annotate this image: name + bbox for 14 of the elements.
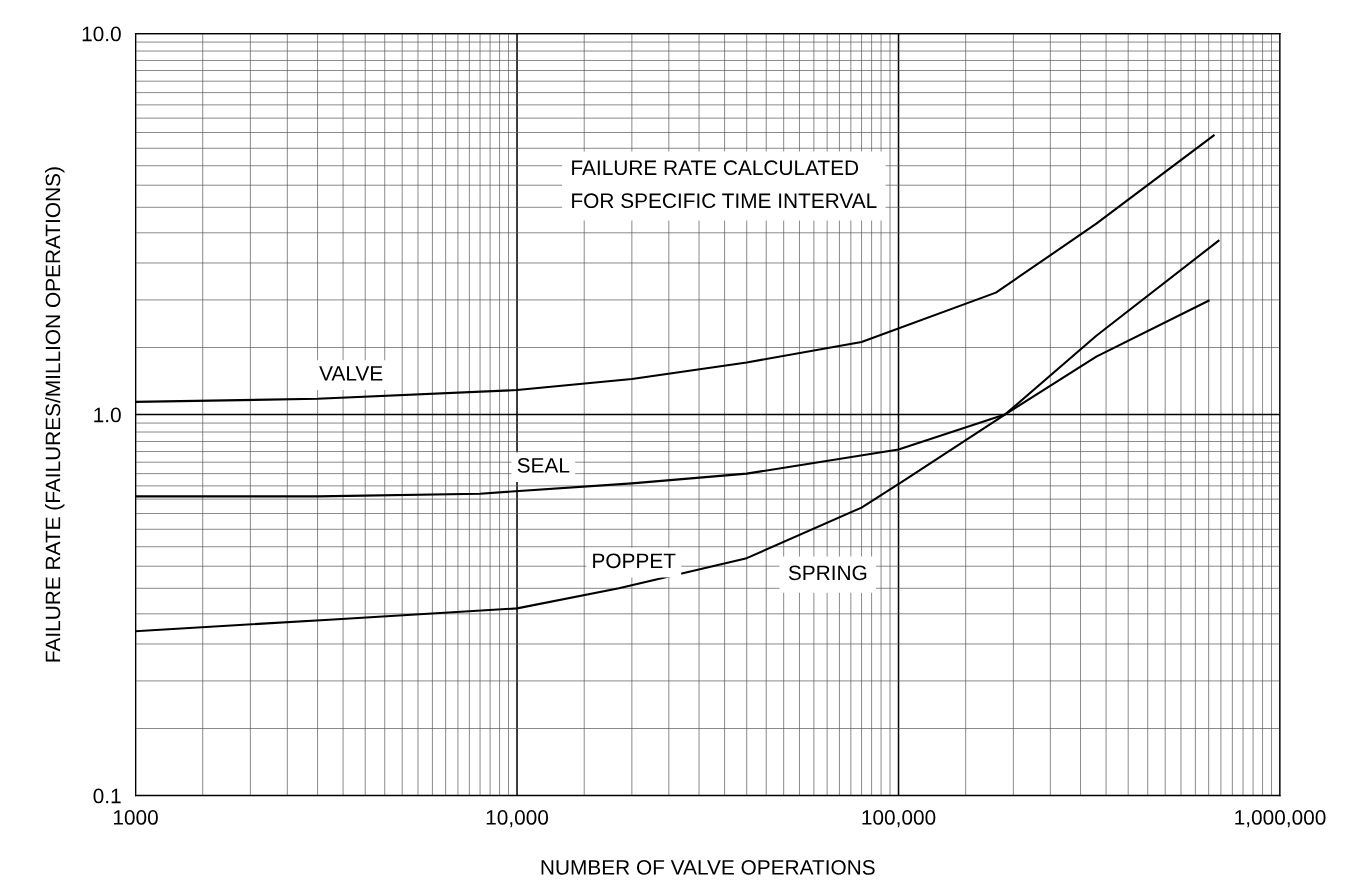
series-label: VALVE [319, 366, 383, 381]
series-label: POPPET [593, 553, 676, 569]
x-tick-label: 1,000,000 [1235, 810, 1326, 828]
annotation: FAILURE RATE CALCULATED FOR SPECIFIC TIME INTERVAL [572, 160, 877, 209]
x-tick-label: 10,000 [486, 810, 549, 828]
y-tick-label: 1.0 [94, 407, 121, 423]
y-tick-label: 0.1 [93, 788, 121, 804]
y-tick-label: 10.0 [82, 26, 121, 42]
x-axis-title: NUMBER OF VALVE OPERATIONS [541, 860, 875, 875]
x-tick-label: 100,000 [862, 810, 936, 828]
y-axis-title: FAILURE RATE (FAILURES/MILLION OPERATIONS) [45, 167, 65, 662]
series-label: SEAL [517, 458, 570, 473]
x-tick-label: 1000 [113, 810, 158, 825]
annotation: SPRING [788, 565, 867, 581]
